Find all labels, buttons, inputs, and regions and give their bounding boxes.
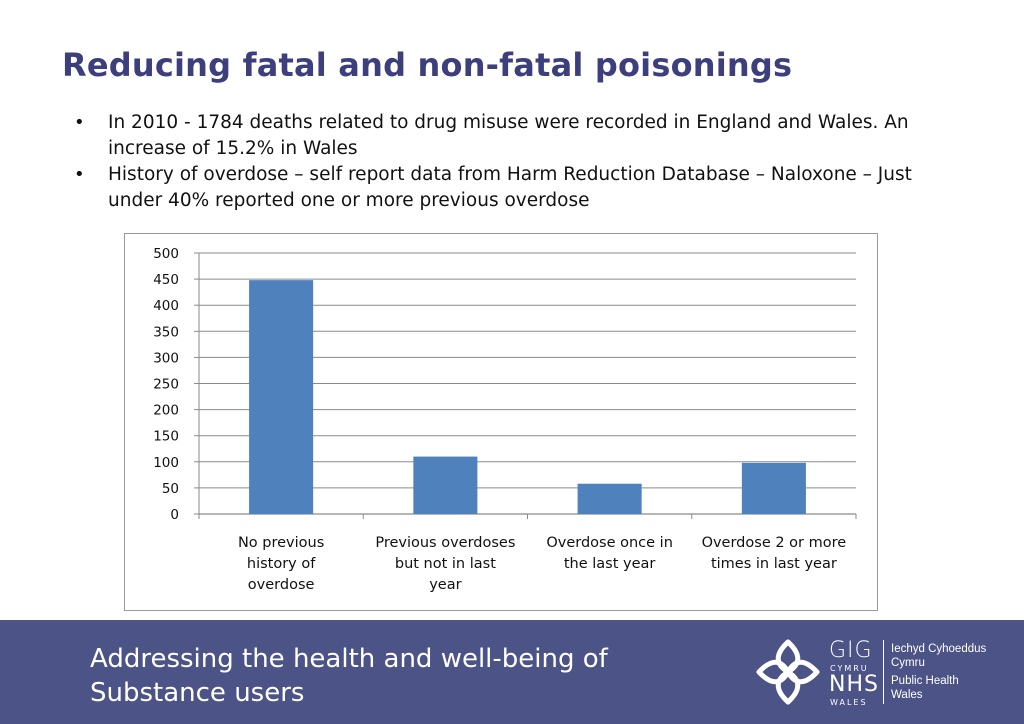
x-category-label: No previous history of overdose xyxy=(238,535,324,593)
logo-wales: WALES xyxy=(830,698,868,707)
logo-cymru: CYMRU xyxy=(830,664,869,673)
logo-gig: GIG xyxy=(829,638,873,663)
celtic-knot-icon xyxy=(756,639,820,705)
x-category-label-line: times in last year xyxy=(711,556,837,572)
slide-title: Reducing fatal and non-fatal poisonings xyxy=(62,46,793,84)
logo-line: Cymru xyxy=(891,657,925,669)
logo-divider xyxy=(883,640,884,704)
x-category-label-line: the last year xyxy=(564,556,656,572)
bar-chart: 0 50 100 150 200 250 300 350 400 450 500 No previou… xyxy=(124,233,878,611)
x-category-label-line: history of xyxy=(247,556,316,572)
footer-text: Addressing the health and well-being of … xyxy=(90,642,730,710)
logo-line: Public Health xyxy=(891,675,959,687)
x-category-label: Overdose 2 or more times in last year xyxy=(702,535,847,572)
x-category-label-line: No previous xyxy=(238,535,324,551)
bullet-icon: • xyxy=(74,164,85,185)
bullet-icon: • xyxy=(74,112,85,133)
footer-line-2: Substance users xyxy=(90,678,305,708)
bullet-item: • History of overdose – self report data… xyxy=(72,162,922,214)
y-tick-label: 400 xyxy=(153,298,179,314)
x-category-label-line: year xyxy=(429,577,461,593)
logo-line: Wales xyxy=(891,689,923,701)
y-tick-label: 150 xyxy=(153,429,179,445)
bar xyxy=(577,483,642,514)
x-category-label: Previous overdoses but not in last year xyxy=(375,535,515,593)
bar xyxy=(413,456,478,514)
y-tick-label: 300 xyxy=(153,350,179,366)
y-tick-label: 100 xyxy=(153,455,179,471)
footer-bar: Addressing the health and well-being of … xyxy=(0,620,1024,724)
y-tick-label: 0 xyxy=(170,507,179,523)
x-category-label-line: but not in last xyxy=(395,556,496,572)
bar xyxy=(741,462,806,514)
logo-nhs: NHS xyxy=(829,672,879,697)
x-category-label-line: Overdose 2 or more xyxy=(702,535,847,551)
x-category-label-line: overdose xyxy=(248,577,315,593)
y-tick-label: 200 xyxy=(153,403,179,419)
bullet-item: • In 2010 - 1784 deaths related to drug … xyxy=(72,110,922,162)
y-tick-label: 500 xyxy=(153,246,179,262)
x-category-label-line: Overdose once in xyxy=(546,535,673,551)
chart-canvas: 0 50 100 150 200 250 300 350 400 450 500 No previou… xyxy=(153,246,857,593)
x-category-label: Overdose once in the last year xyxy=(546,535,673,572)
y-tick-label: 450 xyxy=(153,272,179,288)
x-category-label-line: Previous overdoses xyxy=(375,535,515,551)
y-tick-label: 350 xyxy=(153,324,179,340)
bar xyxy=(249,280,314,514)
logo-line: Iechyd Cyhoeddus xyxy=(891,643,987,655)
nhs-wales-logo: GIG CYMRU NHS WALES Iechyd Cyhoeddus Cym… xyxy=(755,636,1005,708)
footer-line-1: Addressing the health and well-being of xyxy=(90,644,608,674)
y-tick-label: 50 xyxy=(162,481,179,497)
y-tick-label: 250 xyxy=(153,377,179,393)
bullet-text: In 2010 - 1784 deaths related to drug mi… xyxy=(108,112,909,159)
bullet-list: • In 2010 - 1784 deaths related to drug … xyxy=(72,110,922,214)
bullet-text: History of overdose – self report data f… xyxy=(108,164,912,211)
